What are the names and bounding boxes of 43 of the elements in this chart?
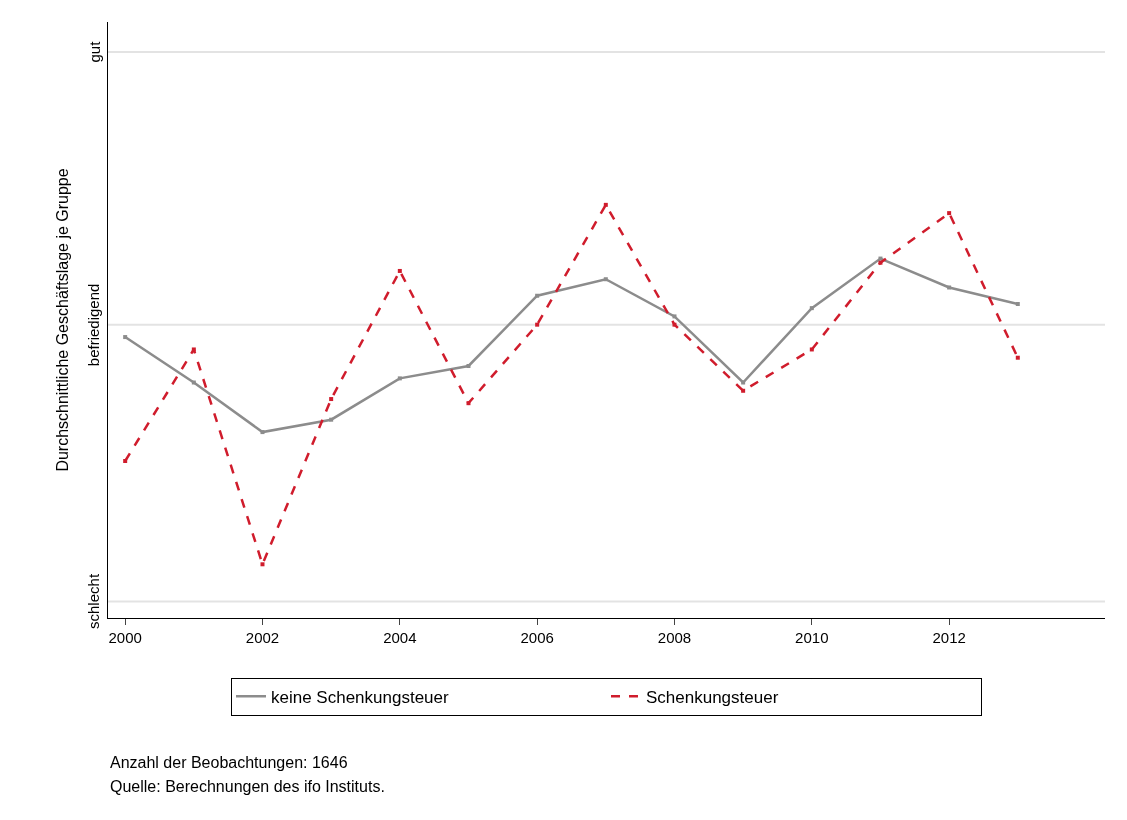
point xyxy=(878,260,883,265)
point xyxy=(603,202,608,207)
point xyxy=(260,562,265,567)
point xyxy=(123,459,128,464)
point xyxy=(397,268,402,273)
point xyxy=(947,285,952,290)
point xyxy=(466,363,471,368)
ref-line-label: befriedigend xyxy=(84,283,102,367)
point xyxy=(123,335,128,340)
point xyxy=(741,380,746,385)
point xyxy=(672,314,677,319)
x-tick-label: 2012 xyxy=(932,629,966,646)
x-tick-label: 2002 xyxy=(245,629,280,646)
point xyxy=(397,376,402,381)
point xyxy=(466,401,471,406)
point xyxy=(741,388,746,393)
point xyxy=(1015,302,1020,307)
x-tick-label: 2008 xyxy=(657,629,692,646)
legend-label: keine Schenkungsteuer xyxy=(271,687,450,707)
point xyxy=(329,417,334,422)
source-note: Quelle: Berechnungen des ifo Instituts. xyxy=(110,778,385,795)
x-tick-label: 2000 xyxy=(108,629,142,646)
point xyxy=(260,430,265,435)
text: Anzahl der Beobachtungen: 1646 xyxy=(110,754,348,771)
ref-line-label: gut xyxy=(85,40,103,63)
point xyxy=(809,347,814,352)
point xyxy=(878,256,883,261)
point xyxy=(809,306,814,311)
ref-line-label: schlecht xyxy=(85,573,103,629)
point xyxy=(1015,355,1020,360)
point xyxy=(329,397,334,402)
point xyxy=(191,380,196,385)
y-axis-title: Durchschnittliche Geschäftslage je Gruppe xyxy=(53,168,71,472)
x-tick-label: 2010 xyxy=(795,629,829,646)
point xyxy=(672,322,677,327)
x-tick-label: 2004 xyxy=(383,629,417,646)
point xyxy=(947,211,952,216)
point xyxy=(191,347,196,352)
x-tick-label: 2006 xyxy=(520,629,554,646)
point xyxy=(535,322,540,327)
point xyxy=(535,293,540,298)
point xyxy=(603,277,608,282)
legend-label: Schenkungsteuer xyxy=(646,687,779,707)
